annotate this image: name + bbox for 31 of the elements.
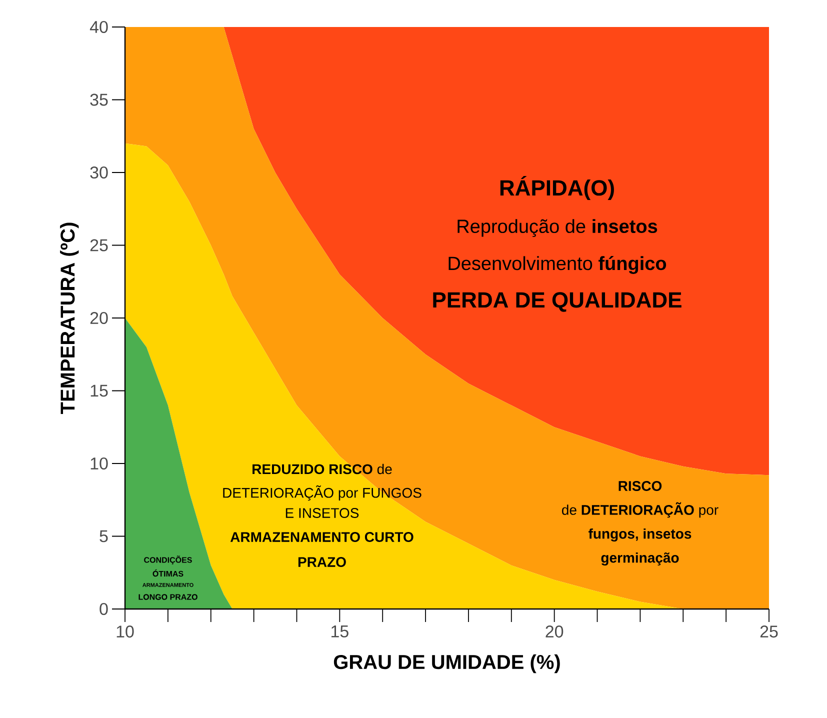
- y-tick-label: 40: [90, 20, 108, 34]
- y-tick-label: 20: [90, 312, 108, 324]
- y-tick-label: 15: [90, 384, 108, 397]
- x-tick-label: 15: [332, 626, 348, 638]
- annotation: CONDIÇÕES: [144, 556, 192, 564]
- annotation: PERDA DE QUALIDADE: [433, 292, 682, 312]
- x-tick-label: 10: [116, 626, 134, 638]
- y-tick-label: 5: [100, 530, 108, 542]
- annotation: Desenvolvimento fúngico: [448, 256, 666, 274]
- x-axis-title: GRAU DE UMIDADE (%): [334, 654, 560, 674]
- y-tick-label: 25: [90, 239, 108, 252]
- annotation: DETERIORAÇÃO por FUNGOS: [223, 485, 422, 501]
- x-tick-label: 20: [546, 626, 564, 638]
- y-tick-label: 30: [90, 166, 108, 179]
- annotation: PRAZO: [298, 557, 346, 567]
- annotation: Reprodução de insetos: [458, 219, 658, 237]
- annotation: fungos, insetos: [588, 528, 692, 542]
- y-tick-label: 35: [90, 94, 108, 106]
- annotation: E INSETOS: [286, 508, 359, 518]
- annotation: de DETERIORAÇÃO por: [562, 502, 718, 518]
- annotation: ARMAZENAMENTO CURTO: [230, 532, 414, 542]
- annotation: RISCO: [618, 481, 662, 491]
- x-tick-label: 25: [760, 626, 778, 638]
- y-axis-title: TEMPERATURA (ºC): [60, 222, 79, 414]
- annotation: RÁPIDA(O): [500, 176, 614, 200]
- annotation: LONGO PRAZO: [138, 594, 198, 600]
- annotation: ÓTIMAS: [152, 569, 184, 577]
- annotation: germinação: [601, 552, 679, 566]
- annotation: REDUZIDO RISCO de: [252, 464, 392, 474]
- y-tick-label: 0: [100, 602, 108, 616]
- y-tick-label: 10: [90, 457, 108, 470]
